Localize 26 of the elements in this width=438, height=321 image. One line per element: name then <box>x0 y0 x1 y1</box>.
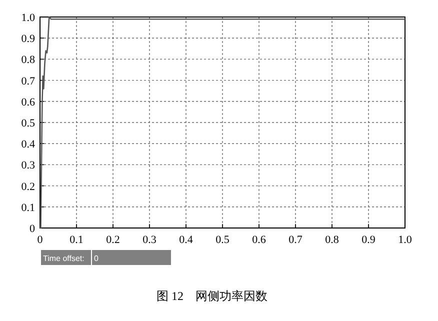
y-tick-label: 0.9 <box>21 33 36 46</box>
y-tick-label: 1.0 <box>21 12 36 24</box>
x-tick-label: 0.7 <box>288 234 303 246</box>
x-tick-label: 0.8 <box>325 234 340 246</box>
x-tick-label: 0.5 <box>216 234 230 246</box>
text: Time offset: <box>43 254 84 263</box>
text: 图 12 网侧功率因数 <box>156 289 268 303</box>
x-tick-label: 0.3 <box>142 234 157 246</box>
y-tick-label: 0.3 <box>21 160 36 172</box>
y-tick-label: 0.6 <box>21 96 36 108</box>
x-tick-label: 0.6 <box>252 234 266 246</box>
x-tick-label: 0.4 <box>179 234 194 246</box>
x-tick-label: 0 <box>37 234 44 246</box>
text: 0 <box>94 254 99 263</box>
y-tick-label: 0.5 <box>21 118 36 130</box>
x-tick-label: 0.1 <box>70 234 84 246</box>
x-tick-label: 0.2 <box>106 234 120 246</box>
y-tick-label: 0 <box>30 223 36 235</box>
y-tick-label: 0.2 <box>21 180 35 193</box>
y-tick-label: 0.8 <box>21 54 36 66</box>
y-tick-label: 0.4 <box>21 138 36 151</box>
x-tick-label: 1.0 <box>398 234 412 246</box>
line-series <box>39 16 406 229</box>
y-tick-label: 0.7 <box>21 75 36 88</box>
y-tick-label: 0.1 <box>21 202 35 214</box>
x-tick-label: 0.9 <box>362 234 376 246</box>
